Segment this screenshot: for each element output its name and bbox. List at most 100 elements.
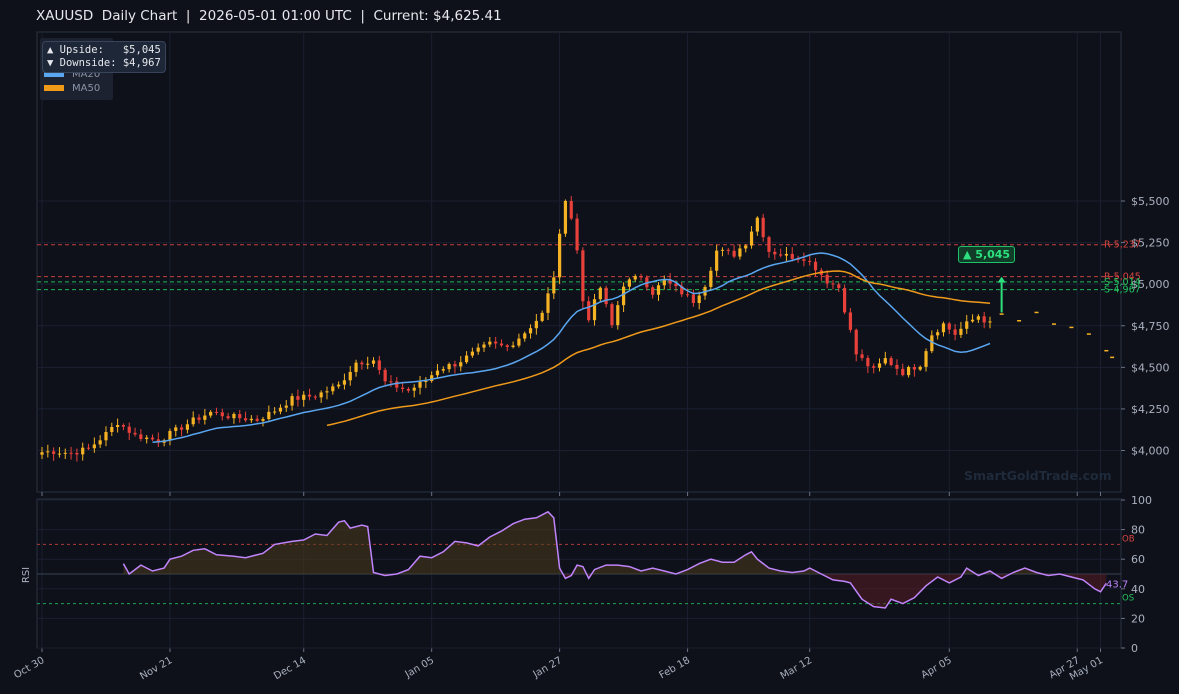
candle-body — [331, 386, 335, 392]
candle-body — [354, 362, 358, 372]
legend-ma20: MA20 — [44, 69, 100, 80]
candle-body — [761, 217, 765, 238]
rsi-axis-label: RSI — [21, 567, 32, 583]
rsi-ob-label: OB — [1122, 534, 1135, 544]
candle-body — [447, 364, 451, 370]
candle-body — [697, 295, 701, 304]
candle-body — [523, 333, 527, 339]
candle-body — [889, 358, 893, 365]
candle-body — [825, 274, 829, 284]
candle-body — [52, 451, 56, 454]
rsi-y-tick-label: 100 — [1131, 494, 1152, 507]
candle-body — [685, 294, 690, 296]
candle-body — [63, 452, 67, 454]
candle-body — [779, 254, 783, 256]
candle-body — [709, 270, 713, 287]
x-tick-label: Nov 21 — [138, 655, 174, 682]
candle-body — [941, 323, 946, 333]
candle-body — [145, 437, 149, 440]
candle-body — [86, 447, 91, 449]
candle-body — [528, 328, 533, 334]
candle-body — [98, 440, 102, 445]
candle-body — [348, 371, 352, 381]
x-tick-label: Dec 14 — [272, 655, 308, 682]
candle-body — [563, 200, 568, 234]
candle-body — [988, 321, 992, 323]
candle-body — [238, 414, 242, 419]
candle-body — [488, 341, 492, 345]
candle-body — [302, 394, 306, 400]
candle-body — [802, 259, 806, 261]
candle-body — [57, 453, 62, 455]
candle-body — [982, 316, 986, 323]
x-tick-label: Jan 27 — [531, 655, 564, 681]
candle-body — [499, 343, 504, 346]
candle-body — [860, 354, 864, 358]
candle-body — [866, 357, 870, 367]
candle-body — [592, 299, 597, 321]
candle-body — [610, 304, 614, 326]
candle-body — [505, 345, 509, 348]
candle-body — [808, 260, 812, 262]
candle-body — [953, 329, 957, 335]
candle-body — [621, 286, 626, 306]
candle-body — [604, 287, 608, 305]
support-resistance-box: ▲ Upside: $5,045 ▼ Downside: $4,967 — [42, 41, 166, 73]
rsi-last-value: 43.7 — [1106, 579, 1128, 590]
x-tick-label: Feb 18 — [657, 655, 692, 681]
candle-body — [290, 396, 294, 406]
ma20-swatch — [44, 71, 64, 77]
candle-body — [389, 381, 393, 383]
candle-body — [715, 250, 719, 271]
candle-body — [674, 283, 678, 287]
candle-body — [383, 369, 387, 382]
candle-body — [284, 405, 288, 408]
candle-body — [395, 381, 399, 388]
legend-ma50: MA50 — [44, 83, 100, 94]
candle-body — [732, 250, 736, 257]
candle-body — [558, 233, 562, 278]
candle-body — [243, 418, 248, 421]
candle-body — [424, 380, 428, 382]
candle-body — [255, 418, 259, 421]
legend-ma50-label: MA50 — [72, 83, 101, 94]
candle-body — [854, 329, 858, 355]
candle-body — [930, 335, 934, 352]
candle-body — [924, 351, 928, 367]
candle-body — [209, 411, 213, 416]
candle-body — [651, 287, 655, 295]
candle-body — [837, 284, 841, 289]
legend-ma20-label: MA20 — [72, 69, 101, 80]
price-y-tick-label: $4,000 — [1131, 445, 1170, 458]
candle-body — [337, 384, 341, 387]
rsi-y-tick-label: 40 — [1131, 583, 1145, 596]
candle-body — [959, 328, 963, 335]
candle-body — [214, 411, 219, 413]
candle-body — [668, 279, 672, 284]
candle-body — [842, 288, 847, 313]
candle-body — [738, 248, 742, 257]
candle-body — [139, 434, 143, 440]
candle-body — [534, 320, 538, 329]
candle-body — [441, 369, 445, 371]
candle-body — [587, 301, 591, 321]
candle-body — [273, 411, 277, 413]
x-tick-label: Apr 05 — [920, 655, 954, 681]
candle-body — [342, 380, 347, 385]
candle-body — [418, 381, 422, 388]
candle-body — [546, 293, 550, 313]
candle-body — [726, 249, 730, 251]
candle-body — [494, 341, 498, 344]
chart-title: XAUUSD Daily Chart | 2026-05-01 01:00 UT… — [36, 8, 502, 24]
candle-body — [773, 251, 777, 255]
candle-body — [366, 363, 370, 365]
price-y-tick-label: $5,500 — [1131, 195, 1170, 208]
watermark: SmartGoldTrade.com — [964, 468, 1112, 483]
level-label: S-5,014 — [1104, 277, 1141, 288]
ma50-line — [326, 270, 991, 427]
candle-body — [203, 415, 207, 420]
x-tick-label: Jan 05 — [403, 655, 436, 681]
price-y-tick-label: $4,250 — [1131, 403, 1170, 416]
downside-label: ▼ Downside: $4,967 — [47, 57, 161, 69]
candle-body — [627, 279, 632, 287]
